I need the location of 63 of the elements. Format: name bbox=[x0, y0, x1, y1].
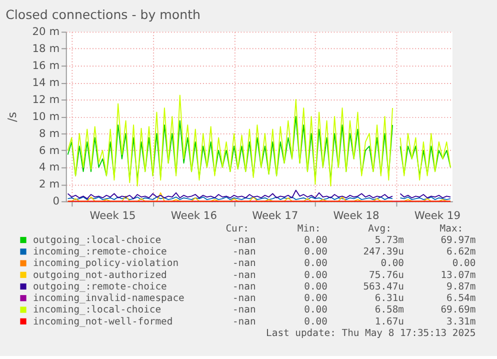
y-tick-label: 6 m bbox=[39, 144, 60, 157]
text: 563.47u bbox=[363, 281, 404, 292]
text: 6.62m bbox=[446, 246, 476, 258]
text: -nan bbox=[232, 246, 256, 258]
legend-label: incoming_:remote-choice bbox=[32, 246, 168, 258]
y-tick-label: 20 m bbox=[32, 25, 60, 38]
text: Last update: Thu May 8 17:35:13 2025 bbox=[266, 328, 476, 339]
y-tick-label: 14 m bbox=[32, 76, 60, 89]
text: Min: bbox=[297, 223, 321, 234]
text: 9.87m bbox=[446, 281, 476, 292]
text: 6.54m bbox=[446, 293, 476, 304]
text: 0.00 bbox=[380, 258, 404, 270]
text: -nan bbox=[232, 234, 256, 246]
legend-label: incoming_not-well-formed bbox=[32, 316, 173, 328]
y-tick-label: 2 m bbox=[39, 178, 60, 191]
text: -nan bbox=[232, 304, 256, 316]
text: 0.00 bbox=[304, 293, 328, 304]
text: 13.07m bbox=[440, 270, 476, 281]
legend-label: outgoing_:remote-choice bbox=[32, 281, 168, 292]
x-tick-label: Week 19 bbox=[414, 209, 461, 222]
text: 247.39u bbox=[363, 246, 404, 258]
y-tick-label: 16 m bbox=[32, 59, 60, 72]
text: 3.31m bbox=[446, 316, 476, 328]
text: -nan bbox=[232, 281, 256, 292]
legend-label: outgoing_not-authorized bbox=[32, 270, 167, 281]
text: -nan bbox=[232, 270, 256, 281]
x-tick-label: Week 18 bbox=[333, 209, 380, 222]
text: 69.69m bbox=[440, 304, 476, 316]
text: 0.00 bbox=[304, 234, 328, 246]
text: Cur: bbox=[226, 223, 249, 234]
legend-label: incoming_invalid-namespace bbox=[32, 293, 185, 304]
legend-label: incoming_policy-violation bbox=[32, 258, 179, 270]
text: 0.00 bbox=[304, 258, 328, 270]
text: 1.67u bbox=[374, 316, 404, 328]
chart-title: Closed connections - by month bbox=[6, 7, 200, 22]
text: 0.00 bbox=[304, 270, 328, 281]
y-tick-label: 4 m bbox=[39, 160, 60, 174]
text: 0.00 bbox=[304, 316, 328, 328]
text: 6.31u bbox=[374, 293, 404, 304]
text: 69.97m bbox=[440, 234, 476, 246]
text: 0.00 bbox=[304, 281, 328, 292]
text: 6.58m bbox=[374, 304, 404, 316]
text: -nan bbox=[232, 258, 256, 270]
y-tick-label: 18 m bbox=[32, 42, 60, 56]
y-tick-label: 10 m bbox=[32, 110, 60, 123]
legend-label: outgoing_:local-choice bbox=[32, 234, 162, 246]
x-tick-label: Week 17 bbox=[252, 209, 298, 222]
text: Avg: bbox=[368, 223, 392, 234]
text: 5.73m bbox=[374, 234, 404, 246]
text: 0.00 bbox=[452, 258, 476, 270]
y-tick-label: 12 m bbox=[32, 92, 60, 106]
y-axis-title: /s bbox=[4, 112, 19, 122]
text: Max: bbox=[440, 223, 464, 234]
text: 0.00 bbox=[304, 304, 328, 316]
text: 75.76u bbox=[369, 270, 404, 281]
x-tick-label: Week 16 bbox=[170, 209, 218, 222]
y-tick-label: 8 m bbox=[39, 126, 60, 140]
text: -nan bbox=[232, 293, 256, 304]
text: -nan bbox=[232, 316, 256, 328]
text: 0.00 bbox=[304, 246, 328, 258]
y-tick-label: 0 bbox=[52, 194, 60, 208]
legend-label: incoming_:local-choice bbox=[32, 304, 162, 316]
x-tick-label: Week 15 bbox=[90, 209, 136, 222]
